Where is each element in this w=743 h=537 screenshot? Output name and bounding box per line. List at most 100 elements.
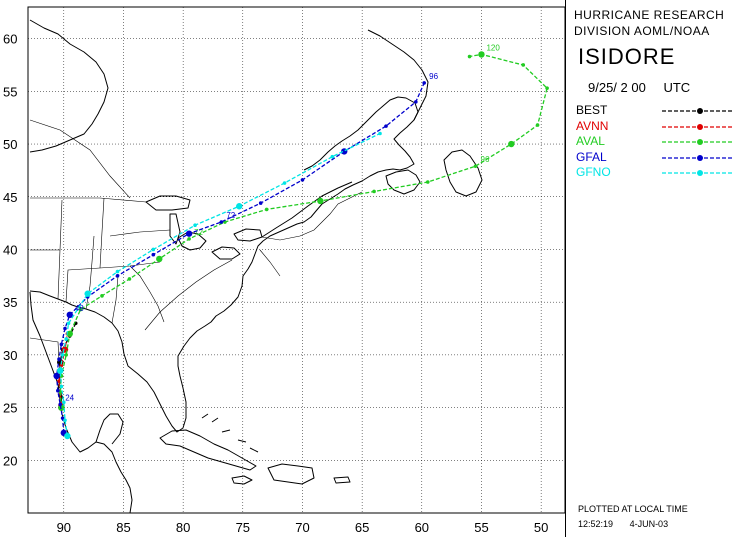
track-line-aval xyxy=(59,53,548,408)
track-point-gfal xyxy=(151,252,156,257)
hour-label-aval: 72 xyxy=(194,228,203,237)
track-point-gfal xyxy=(60,416,65,420)
track-point-aval xyxy=(66,330,73,337)
track-point-aval xyxy=(264,207,269,212)
lat-lon-grid xyxy=(28,7,565,513)
footer-label: PLOTTED AT LOCAL TIME xyxy=(578,504,688,514)
timezone: UTC xyxy=(663,80,691,95)
footer-date: 4-JUN-03 xyxy=(629,519,669,529)
hour-label-aval: 96 xyxy=(481,155,490,164)
track-point-aval xyxy=(372,189,376,194)
footer-time: 12:52:19 xyxy=(578,519,614,529)
track-point-aval xyxy=(78,307,83,312)
lat-tick-45: 45 xyxy=(3,190,17,205)
track-point-gfal xyxy=(422,81,426,85)
track-point-gfno xyxy=(84,290,91,297)
legend-swatch-gfal xyxy=(662,154,734,161)
hour-label-gfal: 72 xyxy=(226,211,235,220)
lon-tick-70: 70 xyxy=(295,520,309,535)
track-point-gfno xyxy=(151,247,156,252)
legend-label-avnn: AVNN xyxy=(576,118,609,133)
legend-item-gfal: GFAL xyxy=(576,150,741,166)
model-legend: BEST AVNN AVAL GFAL GFNO xyxy=(576,103,741,181)
track-line-gfno xyxy=(59,132,381,437)
track-point-gfno xyxy=(57,367,64,374)
track-point-gfno xyxy=(63,418,67,423)
forecast-tracks: 72 96 120 24 48 72 96 xyxy=(53,43,549,440)
track-line-gfal xyxy=(55,82,425,433)
track-point-gfno xyxy=(236,203,243,210)
track-point-aval xyxy=(64,353,68,357)
legend-swatch-aval xyxy=(662,139,734,145)
lat-tick-20: 20 xyxy=(3,453,17,468)
lat-tick-60: 60 xyxy=(3,32,17,47)
track-point-gfno xyxy=(66,321,71,326)
track-point-avnn xyxy=(59,363,64,368)
track-point-gfno xyxy=(62,400,66,405)
track-point-gfal xyxy=(185,230,193,237)
track-point-gfno xyxy=(330,154,335,159)
lon-tick-50: 50 xyxy=(534,520,548,535)
track-point-aval xyxy=(545,86,549,90)
hour-label-aval: 120 xyxy=(486,43,500,52)
legend-swatch-best xyxy=(662,108,734,114)
track-point-aval xyxy=(317,197,324,205)
track-point-avnn xyxy=(57,379,61,384)
track-point-aval xyxy=(425,180,430,184)
axis-tick-labels: 90 85 80 75 70 65 60 55 50 20 25 30 35 40 45 50 55 60 xyxy=(3,32,548,535)
track-gfal: 24 48 72 96 xyxy=(53,72,439,437)
lat-tick-25: 25 xyxy=(3,401,17,416)
legend-label-gfal: GFAL xyxy=(576,149,607,164)
track-point-gfno xyxy=(59,384,64,389)
legend-label-best: BEST xyxy=(576,103,608,117)
track-point-gfno xyxy=(282,181,287,185)
track-point-gfal xyxy=(53,372,60,380)
track-point-gfno xyxy=(64,432,71,440)
track-point-gfal xyxy=(57,357,61,361)
hour-label-gfal: 24 xyxy=(65,393,74,402)
lat-tick-30: 30 xyxy=(3,348,17,363)
track-point-gfal xyxy=(56,388,60,393)
track-point-aval xyxy=(473,164,478,168)
track-point-gfno xyxy=(64,337,68,341)
track-point-aval xyxy=(467,54,472,59)
track-point-gfno xyxy=(193,223,197,228)
footer-timestamp: 12:52:19 4-JUN-03 xyxy=(578,519,668,529)
track-point-aval xyxy=(478,51,485,58)
lat-tick-40: 40 xyxy=(3,242,17,257)
track-point-aval xyxy=(521,63,526,67)
map-frame xyxy=(27,6,566,514)
track-point-aval xyxy=(127,277,132,281)
track-point-gfal xyxy=(59,342,64,347)
hour-label-gfal: 96 xyxy=(429,72,438,81)
track-point-gfal xyxy=(258,201,263,205)
lon-tick-85: 85 xyxy=(116,520,130,535)
legend-item-aval: AVAL xyxy=(576,134,741,150)
lon-tick-75: 75 xyxy=(236,520,250,535)
track-gfno xyxy=(57,131,382,440)
lat-tick-55: 55 xyxy=(3,84,17,99)
storm-name: ISIDORE xyxy=(578,44,676,69)
lat-tick-50: 50 xyxy=(3,137,17,152)
lon-tick-55: 55 xyxy=(474,520,488,535)
track-point-gfal xyxy=(58,402,63,407)
legend-label-aval: AVAL xyxy=(576,134,605,148)
legend-swatch-avnn xyxy=(662,123,734,130)
info-panel: HURRICANE RESEARCH DIVISION AOML/NOAA IS… xyxy=(565,0,743,537)
legend-item-gfno: GFNO xyxy=(576,165,741,181)
lon-tick-80: 80 xyxy=(176,520,190,535)
forecast-date: 9/25/ 2 00 xyxy=(588,80,646,95)
track-point-gfal xyxy=(66,311,73,319)
coastlines xyxy=(29,19,483,514)
lat-tick-35: 35 xyxy=(3,295,17,310)
track-point-aval xyxy=(156,255,163,263)
legend-item-best: BEST xyxy=(576,103,741,119)
legend-label-gfno: GFNO xyxy=(576,165,611,179)
lon-tick-65: 65 xyxy=(355,520,369,535)
track-point-gfal xyxy=(300,178,305,182)
track-point-gfno xyxy=(115,269,120,274)
track-point-aval xyxy=(100,294,104,298)
org-line-1: HURRICANE RESEARCH xyxy=(574,8,725,22)
track-point-gfal xyxy=(414,100,418,104)
